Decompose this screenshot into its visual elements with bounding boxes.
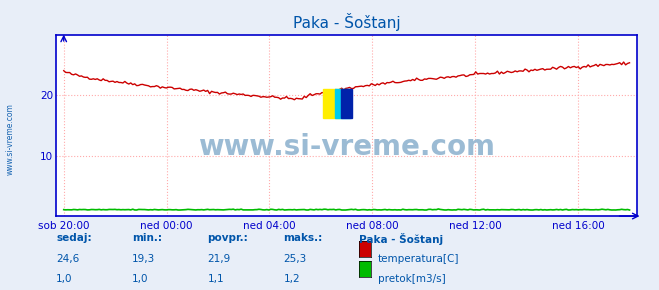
Bar [324, 89, 341, 118]
Text: 1,0: 1,0 [132, 274, 148, 284]
Text: 1,1: 1,1 [208, 274, 224, 284]
Text: maks.:: maks.: [283, 233, 323, 243]
Text: povpr.:: povpr.: [208, 233, 248, 243]
Text: Paka - Šoštanj: Paka - Šoštanj [359, 233, 444, 245]
Bar [341, 89, 353, 118]
Title: Paka - Šoštanj: Paka - Šoštanj [293, 13, 401, 31]
Text: 21,9: 21,9 [208, 254, 231, 264]
Text: min.:: min.: [132, 233, 162, 243]
Text: 1,2: 1,2 [283, 274, 300, 284]
Text: temperatura[C]: temperatura[C] [378, 254, 459, 264]
Text: 19,3: 19,3 [132, 254, 155, 264]
Text: www.si-vreme.com: www.si-vreme.com [5, 103, 14, 175]
Text: www.si-vreme.com: www.si-vreme.com [198, 133, 495, 161]
Text: sedaj:: sedaj: [56, 233, 92, 243]
Bar [335, 89, 349, 118]
Text: 1,0: 1,0 [56, 274, 72, 284]
Text: 24,6: 24,6 [56, 254, 79, 264]
Text: pretok[m3/s]: pretok[m3/s] [378, 274, 445, 284]
Text: 25,3: 25,3 [283, 254, 306, 264]
